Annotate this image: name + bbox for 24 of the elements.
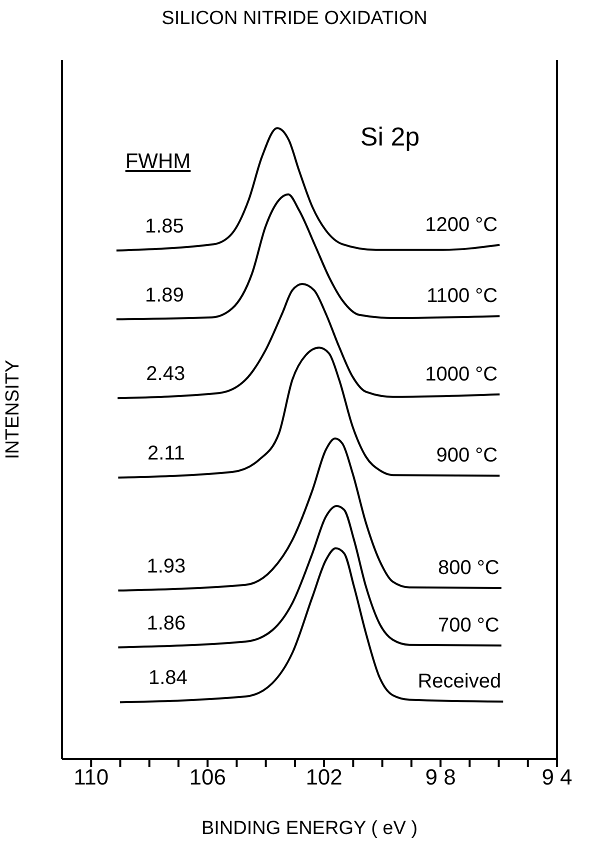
annotation: 2.43 bbox=[146, 363, 186, 386]
x-tick-label: 9 8 bbox=[425, 764, 456, 790]
annotation: 1.86 bbox=[146, 612, 186, 634]
y-axis-title: INTENSITY bbox=[2, 360, 24, 460]
series-label: 1000 °C bbox=[425, 363, 498, 386]
series-label: 900 °C bbox=[436, 444, 498, 467]
x-tick-label: 106 bbox=[189, 764, 226, 790]
series-label: 1200 °C bbox=[425, 214, 498, 236]
series-label: 700 °C bbox=[438, 614, 500, 636]
chart-title: SILICON NITRIDE OXIDATION bbox=[160, 8, 428, 30]
x-axis-title: BINDING ENERGY ( eV ) bbox=[201, 818, 418, 839]
x-tick-label: 9 4 bbox=[542, 764, 572, 790]
annotation: Si 2p bbox=[360, 122, 420, 152]
annotation: 1.93 bbox=[146, 556, 186, 578]
annotation: 1.85 bbox=[144, 216, 184, 238]
x-tick-label: 102 bbox=[306, 764, 342, 790]
x-tick-label: 110 bbox=[74, 764, 109, 790]
annotation: 1.84 bbox=[148, 667, 188, 690]
series-label: Received bbox=[418, 670, 502, 693]
series-label: 1100 °C bbox=[426, 285, 498, 308]
annotation: 1.89 bbox=[144, 284, 184, 306]
annotation: FWHM bbox=[125, 150, 191, 174]
annotation: 2.11 bbox=[147, 442, 185, 465]
series-label: 800 °C bbox=[438, 557, 500, 580]
